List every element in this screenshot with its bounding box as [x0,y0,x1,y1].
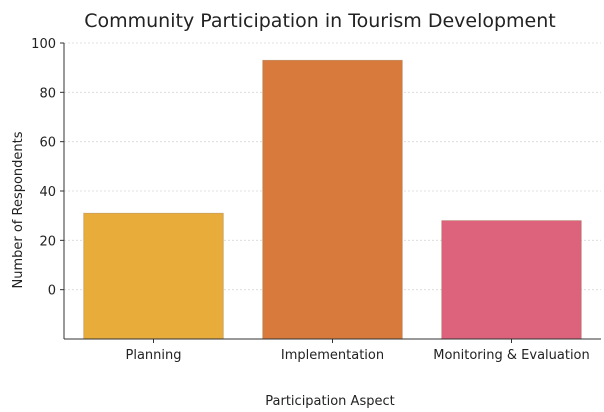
y-tick-label: 0 [48,284,56,299]
x-tick-labels: Planning Implementation Monitoring & Evalu… [126,339,590,363]
y-tick-label: 100 [31,37,56,52]
y-axis-label: Number of Respondents [11,131,26,288]
bar-monitoring-evaluation [441,220,582,340]
y-tick-label: 60 [39,136,56,151]
y-tick-labels: 0 20 40 60 80 100 [31,37,64,299]
x-tick-label: Planning [126,348,182,363]
y-tick-label: 40 [39,185,56,200]
x-tick-label: Implementation [281,348,384,363]
bar-planning [83,212,224,340]
chart-title: Community Participation in Tourism Devel… [84,10,556,32]
x-axis-label: Participation Aspect [265,394,394,409]
bars [83,59,582,340]
y-tick-label: 20 [39,234,56,249]
y-tick-label: 80 [39,86,56,101]
x-tick-label: Monitoring & Evaluation [433,348,590,363]
bar-implementation [262,59,403,340]
